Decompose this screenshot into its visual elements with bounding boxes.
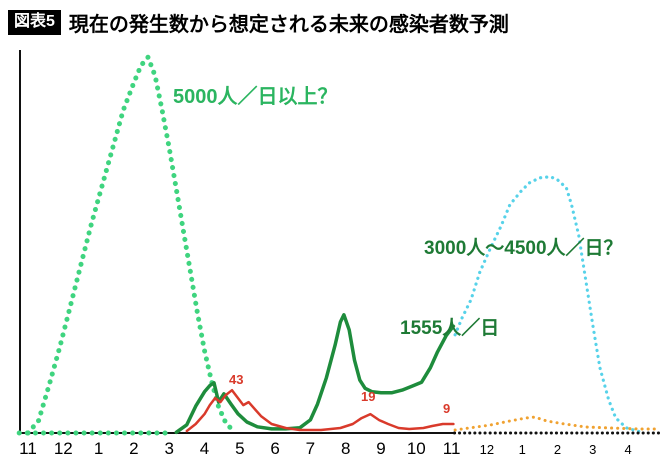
figure-title: 現在の発生数から想定される未来の感染者数予測 [68,14,509,36]
x-tick-label: 2 [129,439,139,458]
x-tick-label: 3 [589,442,597,457]
x-tick-label: 1 [518,442,526,457]
x-tick-label: 9 [376,439,386,458]
figure-number-badge: 図表5 [8,10,61,35]
x-tick-label: 11 [442,439,461,458]
x-tick-label: 12 [53,439,73,458]
series-green-dotted-projection [25,54,236,436]
x-tick-label: 10 [406,439,426,458]
chart-annotation: 1555人／日 [400,318,500,339]
x-tick-label: 4 [624,442,632,457]
x-tick-label: 11 [19,439,37,458]
x-tick-label: 5 [235,439,245,458]
series-green-actual [174,313,456,435]
chart-annotation: 43 [229,372,244,387]
chart-annotation: 5000人／日以上？ [173,86,338,108]
x-tick-label: 7 [305,439,316,458]
figure-header: 図表5 現在の発生数から想定される未来の感染者数予測 [8,8,509,37]
x-tick-label: 12 [479,442,495,457]
chart-annotation: 19 [361,389,376,404]
series-cyan-projection [453,175,643,434]
chart-annotation: 9 [443,401,451,416]
chart-annotation: 3000人〜4500人／日？ [424,238,623,259]
x-tick-label: 8 [340,439,351,458]
series-red-actual [185,388,455,433]
x-tick-label: 3 [164,439,174,458]
series-orange-projection [453,415,660,432]
x-tick-label: 4 [199,439,210,458]
x-tick-label: 6 [270,439,280,458]
x-tick-label: 1 [93,439,104,458]
x-tick-label: 2 [553,442,562,457]
